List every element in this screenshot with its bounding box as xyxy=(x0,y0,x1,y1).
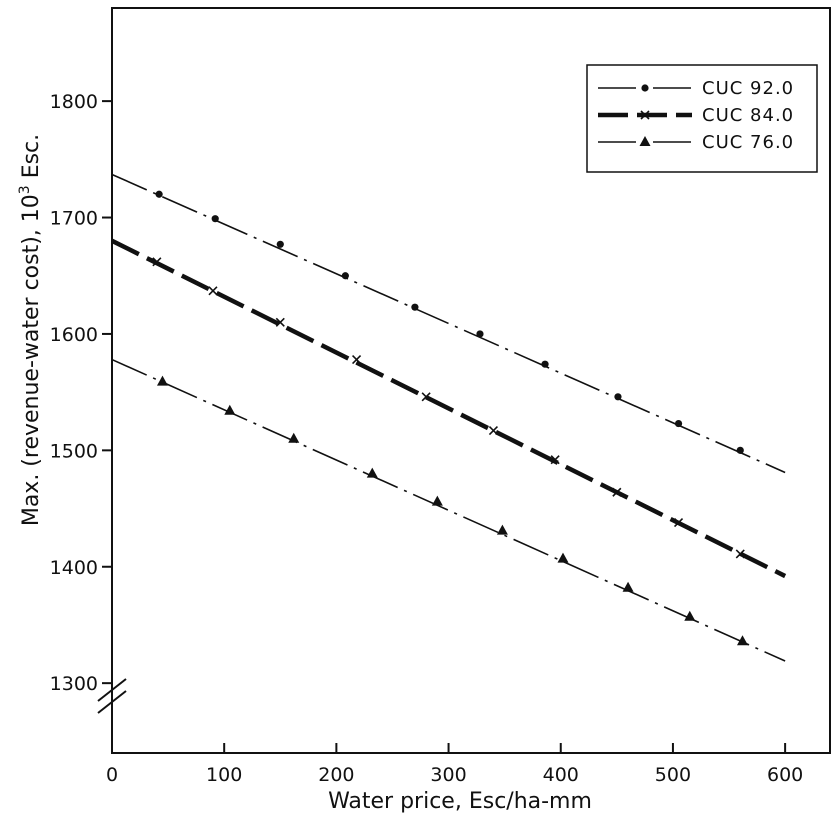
data-point xyxy=(152,257,162,267)
legend-marker xyxy=(640,110,650,120)
data-point xyxy=(421,392,431,402)
data-point xyxy=(684,610,696,621)
y-axis-title-sup: 3 xyxy=(17,185,33,194)
legend-item: CUC 76.0 xyxy=(598,132,794,153)
legend-label: CUC 76.0 xyxy=(702,132,794,153)
data-point xyxy=(208,286,218,296)
y-axis-title-unit: Esc. xyxy=(19,134,44,185)
data-point xyxy=(622,581,634,592)
legend-marker xyxy=(641,84,649,92)
data-point xyxy=(155,190,163,198)
legend-item: CUC 92.0 xyxy=(598,78,794,99)
legend-marker xyxy=(639,136,651,146)
data-point xyxy=(156,375,168,386)
x-tick-label: 500 xyxy=(655,764,691,786)
series-line xyxy=(111,173,786,474)
data-point xyxy=(557,552,569,563)
data-point xyxy=(411,303,419,311)
y-tick-label: 1500 xyxy=(50,440,98,462)
y-axis-ticks: 1300 1400 1500 1600 1700 1800 xyxy=(50,91,112,695)
data-point xyxy=(673,517,684,528)
x-tick-label: 600 xyxy=(767,764,803,786)
series-line xyxy=(110,238,787,579)
series-1 xyxy=(111,173,786,474)
data-point xyxy=(735,549,745,559)
data-point xyxy=(736,446,744,454)
data-point xyxy=(352,354,362,365)
data-point xyxy=(736,635,748,646)
data-point xyxy=(674,419,683,428)
plot-frame xyxy=(111,7,831,754)
y-tick-label: 1300 xyxy=(50,673,98,695)
data-point xyxy=(275,317,285,327)
data-point xyxy=(612,487,622,497)
x-tick-label: 0 xyxy=(106,764,118,786)
data-point xyxy=(276,240,284,248)
legend-label: CUC 84.0 xyxy=(702,105,794,126)
y-tick-label: 1800 xyxy=(50,91,98,113)
data-point xyxy=(341,272,349,280)
legend-label: CUC 92.0 xyxy=(702,78,794,99)
x-axis-ticks: 0 100 200 300 400 500 600 xyxy=(106,743,803,786)
data-point xyxy=(431,495,443,506)
series-2 xyxy=(110,238,787,579)
data-point xyxy=(476,330,484,338)
data-point xyxy=(211,215,219,223)
series-3 xyxy=(111,358,786,662)
data-point xyxy=(496,524,508,535)
y-tick-label: 1700 xyxy=(50,208,98,230)
x-tick-label: 300 xyxy=(430,764,466,786)
legend-item: CUC 84.0 xyxy=(598,105,794,126)
data-point xyxy=(614,393,622,401)
data-point xyxy=(288,432,300,443)
series-line xyxy=(111,358,786,662)
data-point xyxy=(541,360,549,368)
data-point xyxy=(488,425,499,436)
data-point xyxy=(224,404,236,415)
x-tick-label: 100 xyxy=(206,764,242,786)
axis-break-mark xyxy=(97,678,127,714)
y-axis-title-main: Max. (revenue-water cost), 10 xyxy=(19,194,44,526)
series-layer xyxy=(110,173,787,662)
data-point xyxy=(550,455,560,465)
legend-box xyxy=(586,64,818,173)
x-axis-title: Water price, Esc/ha-mm xyxy=(328,789,592,814)
x-tick-label: 200 xyxy=(318,764,354,786)
y-tick-label: 1400 xyxy=(50,557,98,579)
y-tick-label: 1600 xyxy=(50,324,98,346)
x-tick-label: 400 xyxy=(543,764,579,786)
y-axis-title: Max. (revenue-water cost), 103 Esc. xyxy=(17,134,44,526)
legend: CUC 92.0 CUC 84.0 CUC 76.0 xyxy=(586,64,818,173)
data-point xyxy=(366,467,378,478)
